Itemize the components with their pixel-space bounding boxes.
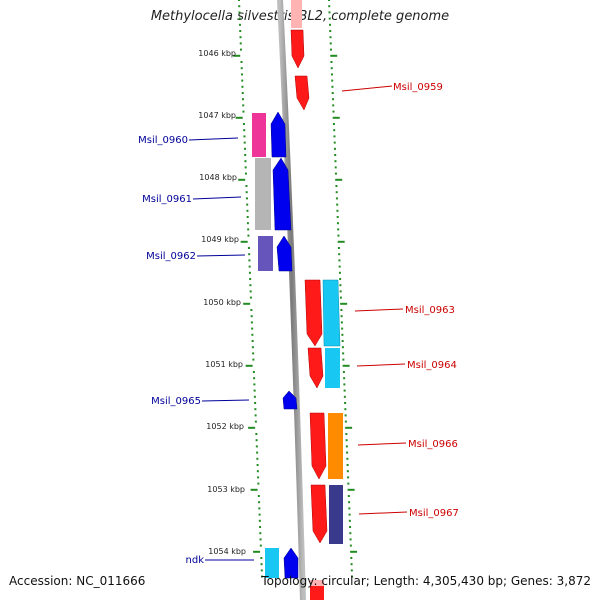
gene-block-slate[interactable]: [258, 236, 273, 271]
kbp-label: 1047 kbp: [198, 111, 236, 120]
leader-msil-0964: [356, 363, 406, 367]
gene-labels: Msil_0959 Msil_0960 Msil_0961 Msil_0962 …: [138, 82, 459, 566]
leader-msil-0967: [358, 511, 408, 515]
gene-block-cyan[interactable]: [325, 348, 340, 388]
kbp-label: 1051 kbp: [205, 360, 243, 369]
gene-arrow-forward[interactable]: [304, 279, 323, 347]
genome-summary-text: Topology: circular; Length: 4,305,430 bp…: [261, 574, 591, 588]
gene-label-msil-0964[interactable]: Msil_0964: [407, 360, 457, 371]
leader-msil-0962: [196, 254, 246, 257]
leader-msil-0959: [341, 85, 393, 92]
gene-arrow-reverse[interactable]: [282, 390, 298, 410]
gene-label-msil-0961[interactable]: Msil_0961: [142, 194, 192, 205]
kbp-label: 1046 kbp: [198, 49, 236, 58]
genome-backbone: [277, 0, 306, 600]
gene-partial: [310, 582, 324, 600]
kbp-label: 1048 kbp: [199, 173, 237, 182]
right-scale-ticks: [328, 0, 358, 578]
gene-label-msil-0960[interactable]: Msil_0960: [138, 135, 188, 146]
gene-block-grey[interactable]: [255, 158, 271, 230]
leader-msil-0961: [192, 196, 242, 200]
gene-arrow-reverse[interactable]: [276, 235, 293, 272]
gene-arrow-forward[interactable]: [294, 75, 310, 111]
gene-block-magenta[interactable]: [252, 113, 266, 157]
gene-arrow-forward-cyan[interactable]: [322, 279, 341, 347]
leader-msil-0966: [357, 442, 407, 446]
gene-arrow-forward[interactable]: [307, 347, 324, 389]
gene-label-msil-0967[interactable]: Msil_0967: [409, 508, 459, 519]
gene-partial: [310, 580, 324, 586]
gene-block-cyan[interactable]: [265, 548, 279, 578]
gene-label-ndk[interactable]: ndk: [186, 555, 205, 566]
kbp-label: 1052 kbp: [206, 422, 244, 431]
gene-block-orange[interactable]: [328, 413, 343, 479]
leader-msil-0963: [354, 308, 404, 312]
gene-label-msil-0966[interactable]: Msil_0966: [408, 439, 458, 450]
leader-msil-0960: [188, 137, 239, 141]
gene-features: [252, 0, 343, 600]
gene-arrow-forward[interactable]: [309, 412, 327, 480]
kbp-label: 1049 kbp: [201, 235, 239, 244]
left-scale-ticks: [233, 0, 264, 578]
kbp-label: 1050 kbp: [203, 298, 241, 307]
leader-msil-0965: [201, 399, 250, 402]
gene-label-msil-0959[interactable]: Msil_0959: [393, 82, 443, 93]
gene-label-msil-0963[interactable]: Msil_0963: [405, 305, 455, 316]
kbp-scale-labels: 1046 kbp 1047 kbp 1048 kbp 1049 kbp 1050…: [198, 49, 246, 556]
gene-arrow-forward[interactable]: [290, 29, 305, 69]
gene-label-msil-0965[interactable]: Msil_0965: [151, 396, 201, 407]
gene-block-navy[interactable]: [329, 485, 343, 544]
kbp-label: 1054 kbp: [208, 547, 246, 556]
gene-arrow-forward[interactable]: [310, 484, 328, 544]
gene-partial: [291, 0, 302, 28]
gene-label-leaders: [188, 85, 408, 561]
gene-arrow-reverse[interactable]: [272, 157, 292, 231]
kbp-label: 1053 kbp: [207, 485, 245, 494]
gene-arrow-reverse[interactable]: [283, 547, 299, 579]
gene-label-msil-0962[interactable]: Msil_0962: [146, 251, 196, 262]
accession-text: Accession: NC_011666: [9, 574, 146, 588]
gene-arrow-reverse[interactable]: [270, 111, 287, 158]
